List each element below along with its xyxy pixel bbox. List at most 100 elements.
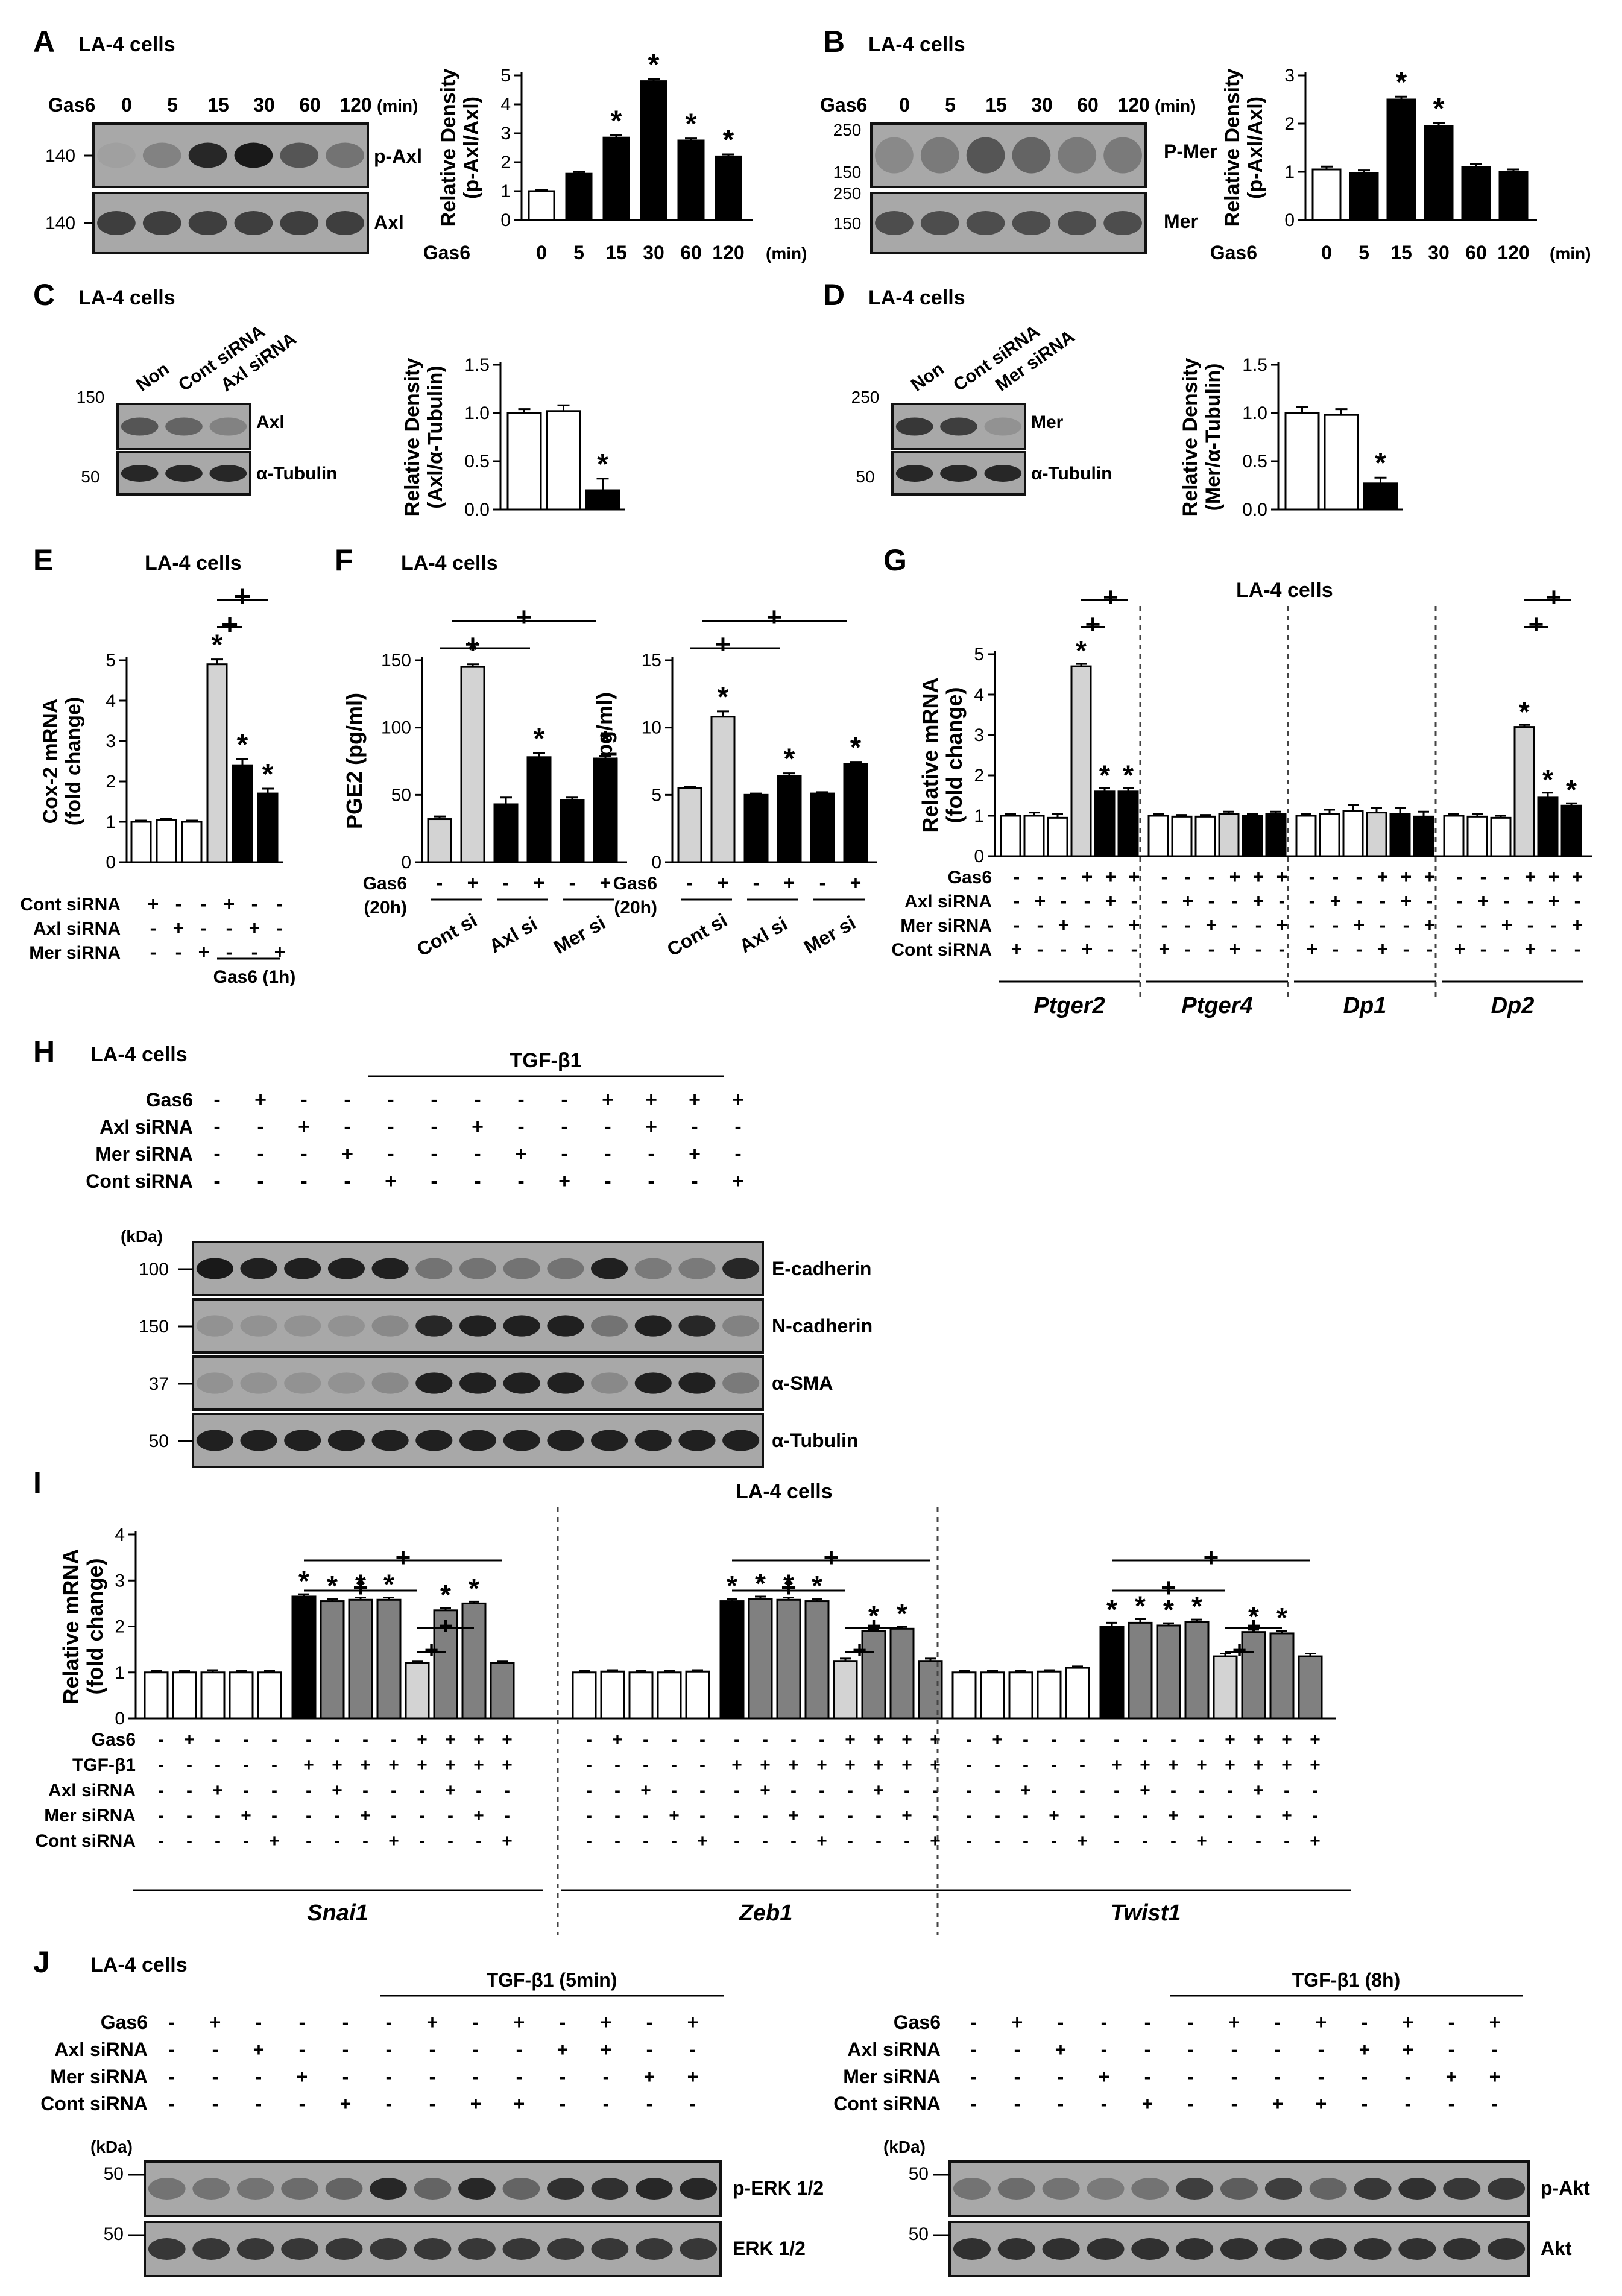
- I-condition-sign: -: [734, 1806, 740, 1826]
- I-condition-sign: -: [1170, 1730, 1176, 1750]
- G-bar: [1094, 790, 1116, 857]
- J-left-condition-sign: +: [644, 2066, 655, 2087]
- I-condition-sign: +: [901, 1806, 912, 1826]
- F-PGD2-row-label: Gas6: [613, 874, 657, 894]
- I-condition-sign: -: [1255, 1831, 1261, 1851]
- A-blot-p-Axl-band: [142, 142, 181, 168]
- I-condition-sign: -: [1114, 1831, 1120, 1851]
- I-bar: [1184, 1621, 1210, 1720]
- E-condition-sign: -: [277, 917, 283, 939]
- I-condition-sign: -: [1023, 1755, 1029, 1775]
- G-condition-sign: -: [1527, 914, 1534, 936]
- I-condition-sign: -: [1227, 1806, 1233, 1826]
- J-left-condition-sign: -: [169, 2011, 175, 2033]
- H-blot-N-cadherin-band: [371, 1315, 409, 1337]
- I-condition-sign: +: [1253, 1780, 1264, 1800]
- I-condition-sign: -: [1199, 1806, 1205, 1826]
- F-PGE2-y-label: PGE2 (pg/ml): [342, 693, 367, 829]
- C-chart-bar: [546, 410, 581, 511]
- J-right-condition-sign: -: [1275, 2066, 1281, 2087]
- A-chart-y-tick-label: 3: [500, 124, 511, 144]
- I-condition-sign: -: [334, 1730, 340, 1750]
- H-blot-α-SMA-band: [547, 1372, 584, 1394]
- G-condition-sign: -: [1279, 890, 1286, 912]
- I-condition-sign: -: [1114, 1806, 1120, 1826]
- A-x-tick-label: 30: [643, 242, 664, 263]
- I-condition-sign: +: [184, 1730, 195, 1750]
- J-right-condition-sign: -: [1231, 2093, 1238, 2115]
- J-left-condition-sign: -: [603, 2066, 610, 2087]
- I-condition-sign: +: [901, 1730, 912, 1750]
- J-left-blot-p-ERK 1/2-band: [547, 2178, 584, 2200]
- I-condition-sign: -: [904, 1831, 910, 1851]
- H-condition-sign: -: [431, 1115, 437, 1138]
- I-condition-sign: +: [1140, 1755, 1150, 1775]
- A-lane-label: 5: [167, 94, 178, 116]
- G-condition-sign: -: [1232, 890, 1239, 912]
- I-condition-sign: +: [873, 1755, 884, 1775]
- I-y-label: (fold change): [83, 1559, 107, 1695]
- J-left-condition-sign: +: [253, 2039, 265, 2060]
- H-condition-sign: -: [213, 1115, 220, 1138]
- J-left-blot-ERK 1/2-band: [325, 2238, 363, 2260]
- I-condition-sign: +: [1281, 1730, 1292, 1750]
- E-chart-y-label: (fold change): [62, 697, 85, 825]
- I-condition-sign: +: [816, 1831, 827, 1851]
- F-PGE2-group-label: Mer si: [550, 912, 609, 958]
- J-right-condition-sign: +: [1316, 2093, 1327, 2115]
- I-condition-sign: -: [671, 1831, 677, 1851]
- I-condition-sign: +: [760, 1755, 771, 1775]
- J-left-condition-sign: +: [687, 2011, 699, 2033]
- E-condition-sign: -: [175, 941, 182, 963]
- I-condition-sign: -: [1142, 1730, 1148, 1750]
- H-condition-sign: -: [431, 1088, 437, 1111]
- G-condition-sign: +: [1182, 890, 1194, 912]
- I-significance-star: *: [727, 1570, 737, 1601]
- D-blot-target-band: [895, 417, 933, 436]
- I-bar: [918, 1660, 943, 1720]
- H-blot-E-cadherin-band: [634, 1258, 672, 1279]
- J-right-condition-sign: +: [1316, 2011, 1327, 2033]
- I-condition-sign: -: [932, 1806, 938, 1826]
- I-condition-sign: +: [1253, 1730, 1264, 1750]
- I-significance-star: *: [755, 1568, 766, 1599]
- J-left-blot-p-ERK 1/2-band: [502, 2178, 540, 2200]
- B-row-label: Mer: [1164, 210, 1198, 232]
- A-blot-Axl-frame: [92, 192, 369, 254]
- E-condition-sign: +: [198, 941, 210, 963]
- I-condition-sign: +: [731, 1755, 742, 1775]
- H-blot-α-SMA-band: [591, 1372, 628, 1394]
- B-blot-Mer-frame: [870, 192, 1147, 254]
- A-blot-Axl-band: [97, 211, 136, 235]
- I-bar: [776, 1598, 801, 1720]
- E-chart-bar: [206, 663, 228, 863]
- panel-title-F: LA-4 cells: [401, 552, 498, 575]
- J-left-condition-sign: -: [646, 2039, 653, 2060]
- I-significance-star: *: [327, 1570, 338, 1601]
- B-lane-label: 120: [1117, 94, 1149, 116]
- H-condition-sign: -: [300, 1170, 307, 1193]
- H-condition-sign: +: [602, 1088, 614, 1111]
- H-condition-sign: -: [561, 1088, 567, 1111]
- J-right-condition-sign: -: [1362, 2093, 1368, 2115]
- G-y-tick-label: 3: [974, 725, 984, 745]
- I-condition-sign: +: [212, 1780, 223, 1800]
- I-y-tick-label: 0: [115, 1709, 125, 1729]
- B-chart-bar: [1461, 166, 1491, 221]
- C-lane-label: Non: [133, 359, 173, 395]
- D-chart-significance-star: *: [1375, 447, 1386, 479]
- I-condition-sign: -: [1284, 1780, 1290, 1800]
- H-condition-sign: -: [344, 1115, 350, 1138]
- J-left-blot-ERK 1/2-band: [458, 2238, 496, 2260]
- G-condition-sign: +: [1478, 890, 1489, 912]
- F-PGE2-y-tick-label: 150: [381, 651, 411, 670]
- B-row-label: P-Mer: [1164, 140, 1217, 162]
- H-mw-label: 100: [139, 1260, 169, 1279]
- G-condition-sign: -: [1574, 938, 1581, 960]
- I-gene-label: Twist1: [1111, 1900, 1181, 1926]
- I-condition-sign: -: [476, 1831, 482, 1851]
- G-condition-sign: -: [1131, 890, 1138, 912]
- D-chart-y-label: Relative Density: [1179, 358, 1202, 517]
- I-condition-sign: +: [873, 1730, 884, 1750]
- I-condition-sign: -: [1170, 1780, 1176, 1800]
